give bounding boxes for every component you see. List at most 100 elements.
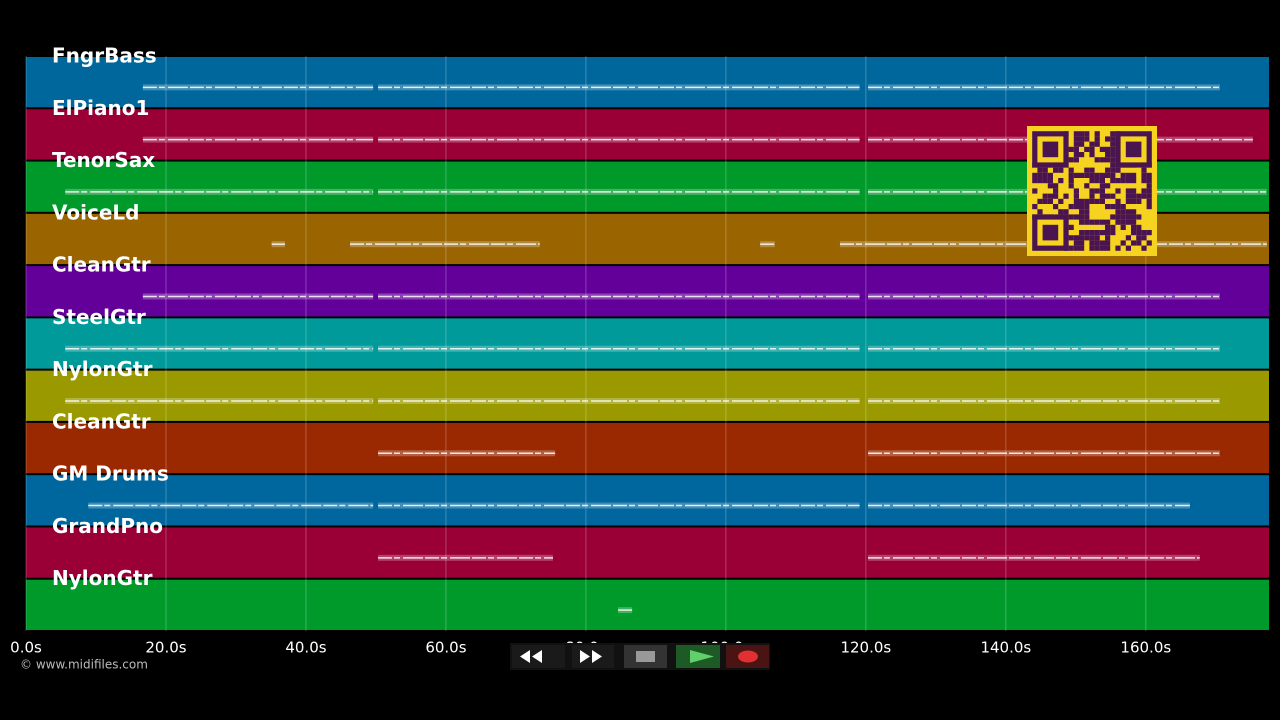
- play-button[interactable]: [676, 645, 720, 668]
- qr-cell: [1125, 193, 1131, 199]
- qr-cell: [1110, 141, 1116, 147]
- note-run: [867, 502, 1190, 509]
- qr-cell: [1110, 131, 1116, 137]
- record-button[interactable]: [726, 645, 769, 668]
- qr-cell: [1073, 245, 1079, 251]
- qr-cell: [1120, 209, 1126, 215]
- qr-cell: [1068, 157, 1074, 163]
- qr-cell: [1032, 188, 1038, 194]
- qr-cell: [1047, 198, 1053, 204]
- qr-cell: [1089, 198, 1095, 204]
- qr-cell: [1131, 172, 1137, 178]
- qr-cell: [1073, 157, 1079, 163]
- note-run: [867, 293, 1221, 300]
- qr-cell: [1146, 204, 1152, 210]
- qr-cell: [1073, 240, 1079, 246]
- qr-cell: [1094, 141, 1100, 147]
- track-lane: [26, 370, 1269, 421]
- qr-cell: [1110, 136, 1116, 142]
- qr-cell: [1068, 245, 1074, 251]
- qr-cell: [1105, 152, 1111, 158]
- qr-code: [1027, 126, 1157, 256]
- qr-cell: [1073, 131, 1079, 137]
- qr-cell: [1131, 214, 1137, 220]
- qr-cell: [1125, 245, 1131, 251]
- qr-cell: [1047, 193, 1053, 199]
- rewind-button[interactable]: [512, 645, 565, 668]
- qr-cell: [1105, 157, 1111, 163]
- note-run: [378, 136, 860, 143]
- qr-cell: [1094, 188, 1100, 194]
- track-name: CleanGtr: [52, 253, 151, 277]
- qr-cell: [1068, 183, 1074, 189]
- qr-cell: [1084, 172, 1090, 178]
- qr-cell: [1131, 188, 1137, 194]
- qr-cell: [1115, 219, 1121, 225]
- qr-cell: [1136, 235, 1142, 241]
- track-lane: [26, 57, 1269, 108]
- note-run: [378, 398, 860, 404]
- qr-cell: [1105, 167, 1111, 173]
- qr-cell: [1105, 204, 1111, 210]
- qr-cell: [1068, 214, 1074, 220]
- track-name: NylonGtr: [52, 357, 153, 381]
- note-run: [142, 293, 374, 300]
- note-run: [378, 554, 554, 561]
- qr-cell: [1105, 136, 1111, 142]
- qr-cell: [1136, 224, 1142, 230]
- qr-cell: [1099, 230, 1105, 236]
- qr-cell: [1105, 235, 1111, 241]
- qr-cell: [1053, 193, 1059, 199]
- tick-label: 60.0s: [425, 639, 466, 657]
- grid: [25, 56, 1147, 631]
- note-run: [378, 345, 860, 352]
- qr-cell: [1120, 178, 1126, 184]
- qr-cell: [1125, 209, 1131, 215]
- qr-cell: [1073, 152, 1079, 158]
- qr-cell: [1037, 209, 1043, 215]
- qr-cell: [1079, 240, 1085, 246]
- stop-button[interactable]: [624, 645, 667, 668]
- qr-cell: [1073, 198, 1079, 204]
- note-run: [350, 241, 540, 248]
- forward-button[interactable]: [572, 645, 614, 668]
- qr-cell: [1063, 209, 1069, 215]
- track-name: VoiceLd: [52, 200, 139, 224]
- qr-cell: [1068, 224, 1074, 230]
- qr-cell: [1079, 219, 1085, 225]
- qr-cell: [1120, 224, 1126, 230]
- qr-cell: [1125, 235, 1131, 241]
- track-lane: [26, 475, 1269, 526]
- qr-cell: [1047, 172, 1053, 178]
- tick-label: 160.0s: [1120, 639, 1171, 657]
- qr-cell: [1125, 198, 1131, 204]
- qr-cell: [1099, 198, 1105, 204]
- qr-cell: [1099, 157, 1105, 163]
- qr-cell: [1136, 198, 1142, 204]
- qr-cell: [1084, 219, 1090, 225]
- qr-cell: [1094, 136, 1100, 142]
- qr-cell: [1084, 183, 1090, 189]
- qr-finder-core: [1042, 141, 1059, 158]
- qr-cell: [1099, 219, 1105, 225]
- track-lane: [26, 318, 1269, 369]
- qr-cell: [1115, 178, 1121, 184]
- forward-icon: [580, 650, 602, 663]
- qr-cell: [1073, 193, 1079, 199]
- qr-cell: [1089, 172, 1095, 178]
- qr-cell: [1099, 188, 1105, 194]
- qr-cell: [1037, 167, 1043, 173]
- qr-cell: [1136, 214, 1142, 220]
- qr-cell: [1084, 204, 1090, 210]
- qr-cell: [1110, 157, 1116, 163]
- qr-cell: [1053, 204, 1059, 210]
- transport-controls: [510, 643, 770, 670]
- qr-cell: [1110, 162, 1116, 168]
- qr-cell: [1042, 178, 1048, 184]
- qr-cell: [1079, 214, 1085, 220]
- note-run: [867, 345, 1221, 352]
- qr-cell: [1120, 172, 1126, 178]
- qr-cell: [1089, 193, 1095, 199]
- qr-cell: [1146, 193, 1152, 199]
- qr-cell: [1058, 167, 1064, 173]
